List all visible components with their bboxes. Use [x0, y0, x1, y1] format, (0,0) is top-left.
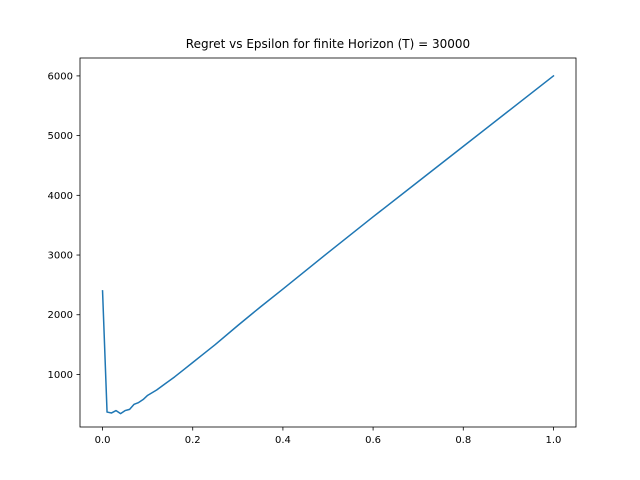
- axes-frame: [79, 57, 577, 428]
- data-point: [156, 389, 158, 391]
- x-tick-label: 0.4: [275, 435, 291, 446]
- data-point: [201, 355, 203, 357]
- data-point: [237, 325, 239, 327]
- plot-area: 0.0 0.2 0.4 0.6 0.8 1.0 1000 2000 3000 4000 5000 60…: [48, 57, 577, 446]
- data-point: [133, 404, 135, 406]
- data-point: [120, 413, 122, 415]
- y-tick-label: 5000: [48, 131, 73, 142]
- data-point: [372, 216, 374, 218]
- data-point: [553, 75, 555, 77]
- data-point: [327, 252, 329, 254]
- y-tick-label: 2000: [48, 310, 73, 321]
- y-tick-label: 4000: [48, 191, 73, 202]
- y-tick-label: 6000: [48, 71, 73, 82]
- y-tick-label: 3000: [48, 251, 73, 262]
- data-point: [124, 410, 126, 412]
- series-line-0: [101, 74, 555, 415]
- y-tick-label: 1000: [48, 370, 73, 381]
- data-point: [174, 376, 176, 378]
- x-tick-label: 0.0: [95, 435, 111, 446]
- x-tick-label: 0.2: [185, 435, 201, 446]
- data-point: [115, 410, 117, 412]
- data-point: [147, 395, 149, 397]
- data-point: [192, 362, 194, 364]
- data-point: [183, 369, 185, 371]
- data-point: [111, 412, 113, 414]
- data-point: [142, 399, 144, 401]
- data-point: [508, 110, 510, 112]
- x-tick-label: 0.8: [455, 435, 471, 446]
- data-point: [260, 306, 262, 308]
- data-point: [102, 290, 104, 292]
- data-point: [215, 344, 217, 346]
- data-point: [463, 146, 465, 148]
- x-tick-label: 1.0: [546, 435, 562, 446]
- data-point: [165, 383, 167, 385]
- chart-title: Regret vs Epsilon for finite Horizon (T)…: [186, 37, 470, 51]
- data-point: [106, 411, 108, 413]
- data-point: [417, 181, 419, 183]
- data-point: [129, 409, 131, 411]
- data-point: [282, 288, 284, 290]
- x-tick-label: 0.6: [365, 435, 381, 446]
- data-point: [138, 402, 140, 404]
